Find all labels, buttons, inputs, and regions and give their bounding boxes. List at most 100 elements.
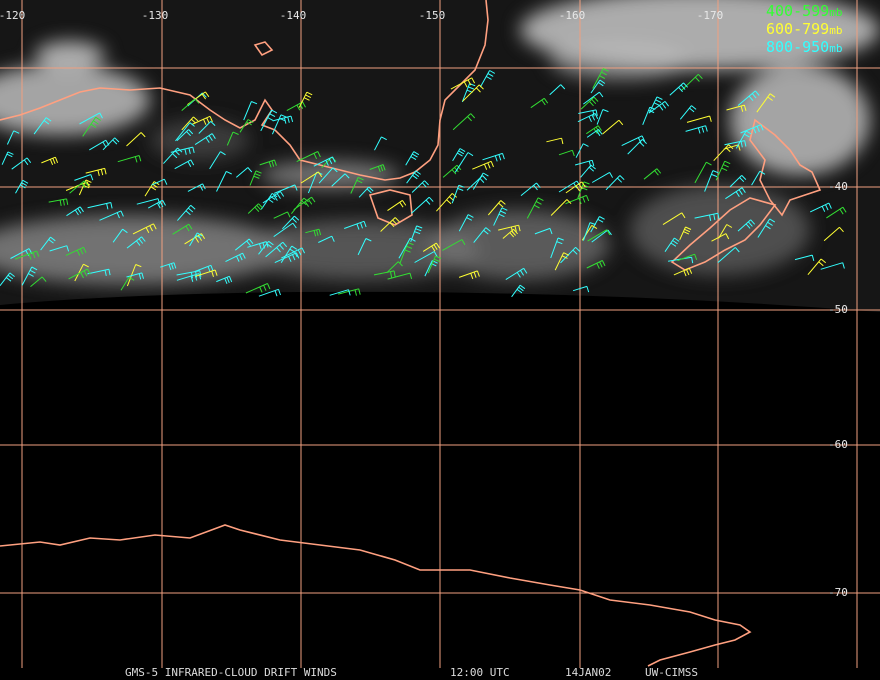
wind-barb xyxy=(170,146,195,155)
wind-barb xyxy=(234,238,254,251)
wind-barb xyxy=(175,122,195,142)
wind-barb xyxy=(358,186,374,198)
wind-barb xyxy=(271,114,287,135)
wind-barb xyxy=(454,152,474,173)
wind-barb xyxy=(502,228,518,239)
wind-barb xyxy=(126,236,146,249)
wind-barb xyxy=(1,151,14,165)
wind-barb xyxy=(452,148,466,162)
wind-barb xyxy=(751,170,766,186)
wind-barb xyxy=(411,196,434,214)
wind-barb xyxy=(713,144,734,162)
wind-barb xyxy=(737,90,760,106)
wind-barb xyxy=(329,289,351,296)
wind-barb xyxy=(74,263,89,282)
wind-barb xyxy=(794,254,815,262)
wind-barb xyxy=(718,224,733,239)
wind-barb xyxy=(679,105,697,120)
wind-barb xyxy=(117,155,142,163)
wind-barb xyxy=(247,241,269,250)
wind-barb xyxy=(686,115,712,123)
wind-barb xyxy=(249,170,262,186)
wind-barb xyxy=(498,224,521,233)
wind-barb xyxy=(592,68,609,89)
wind-barb xyxy=(387,272,413,280)
wind-barb xyxy=(493,207,508,226)
wind-barb xyxy=(809,202,832,213)
wind-barb xyxy=(344,220,367,230)
wind-barb xyxy=(590,79,606,94)
wind-barb xyxy=(586,125,603,135)
wind-barb xyxy=(462,84,484,102)
wind-barb xyxy=(549,84,566,96)
wind-barb xyxy=(243,101,258,121)
legend-unit: mb xyxy=(829,24,842,37)
latitude-label: -70 xyxy=(828,586,848,599)
wind-barb xyxy=(565,181,586,194)
wind-barb xyxy=(259,159,277,168)
wind-barbs xyxy=(0,68,847,298)
wind-barb xyxy=(272,115,294,124)
legend: 400-599mb 600-799mb 800-950mb xyxy=(766,2,842,56)
wind-barb xyxy=(572,285,590,293)
wind-barb xyxy=(286,101,306,112)
wind-barb xyxy=(318,167,338,184)
latitude-label: -40 xyxy=(828,180,848,193)
wind-barb xyxy=(99,210,124,221)
wind-barb xyxy=(293,196,316,211)
wind-barb xyxy=(194,264,214,273)
wind-barb xyxy=(587,229,611,242)
wind-barb xyxy=(300,171,323,184)
wind-barb xyxy=(260,109,278,132)
wind-barb xyxy=(621,135,646,147)
wind-barb xyxy=(405,151,420,166)
wind-barb xyxy=(724,140,747,148)
wind-barb xyxy=(694,212,720,221)
wind-barb xyxy=(386,261,403,274)
coastlines xyxy=(0,0,822,667)
longitude-label: -120 xyxy=(0,9,25,22)
wind-barb xyxy=(11,157,32,170)
wind-barb xyxy=(235,167,253,178)
wind-barb xyxy=(274,184,298,194)
footer-date: 14JAN02 xyxy=(565,666,611,679)
wind-barb xyxy=(174,159,195,170)
longitude-label: -150 xyxy=(419,9,446,22)
wind-barb xyxy=(820,262,845,270)
wind-barb xyxy=(554,252,570,271)
wind-barb xyxy=(577,181,590,199)
wind-barb xyxy=(176,270,202,279)
wind-barb xyxy=(591,171,614,183)
wind-barb xyxy=(473,227,491,243)
wind-barb xyxy=(387,199,407,212)
wind-barb xyxy=(414,251,438,263)
wind-barb xyxy=(68,268,91,280)
wind-barb xyxy=(14,250,40,260)
wind-barb xyxy=(704,170,719,192)
wind-barb xyxy=(216,170,232,192)
wind-barb xyxy=(442,239,466,251)
wind-barb xyxy=(578,109,598,117)
wind-barb xyxy=(82,116,101,137)
wind-barb xyxy=(550,237,564,259)
wind-barb xyxy=(681,73,703,91)
wind-barb xyxy=(176,273,202,282)
footer: GMS-5 INFRARED-CLOUD DRIFT WINDS 12:00 U… xyxy=(125,666,698,679)
wind-barb xyxy=(826,206,847,219)
wind-barb xyxy=(596,109,609,125)
wind-barb xyxy=(281,247,306,259)
wind-barb xyxy=(226,131,239,146)
wind-barb xyxy=(520,182,541,196)
wind-barb xyxy=(280,245,298,263)
wind-barb xyxy=(160,262,177,271)
wind-barb xyxy=(49,245,70,252)
wind-barb xyxy=(89,139,110,151)
wind-barb xyxy=(411,180,429,193)
wind-barb xyxy=(530,97,549,109)
wind-barb xyxy=(126,132,146,147)
wind-barb xyxy=(225,252,246,263)
wind-barb xyxy=(245,283,271,294)
longitude-label: -130 xyxy=(142,9,169,22)
